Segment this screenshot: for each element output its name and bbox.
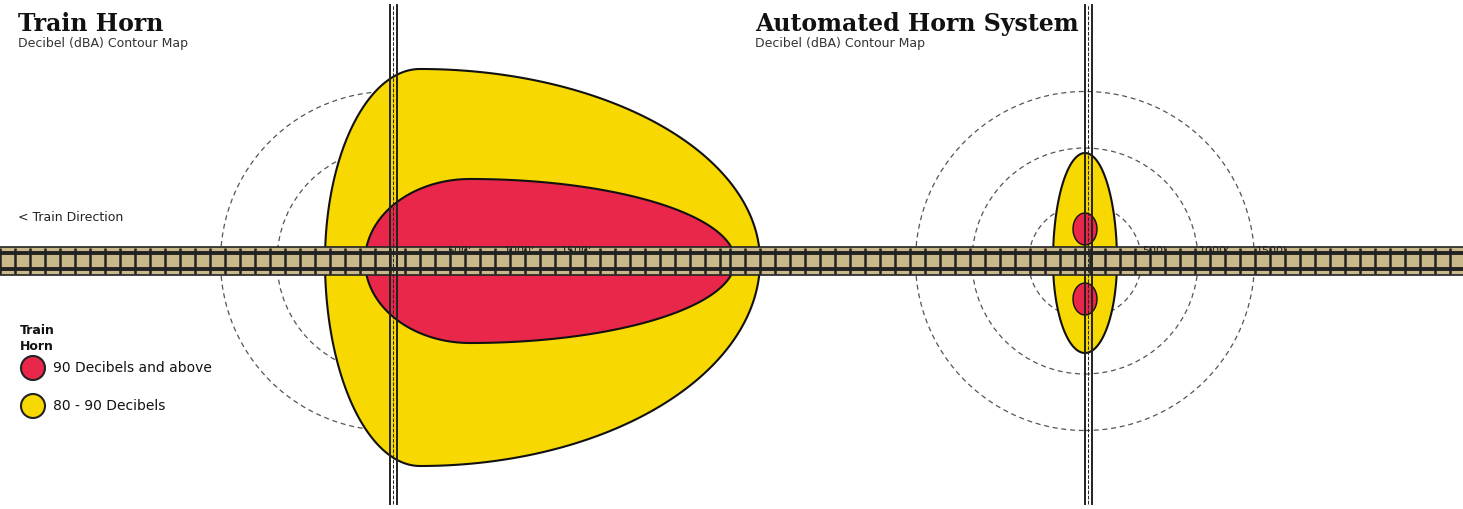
Bar: [730, 247, 1463, 275]
Text: Train
Horn: Train Horn: [20, 324, 56, 353]
Polygon shape: [325, 69, 759, 466]
Text: 1500': 1500': [560, 246, 591, 256]
Text: 500': 500': [1143, 246, 1166, 256]
Polygon shape: [364, 179, 734, 343]
Text: < Train Direction: < Train Direction: [18, 211, 123, 223]
Text: 1000': 1000': [503, 246, 535, 256]
Text: 80 - 90 Decibels: 80 - 90 Decibels: [53, 399, 165, 413]
Polygon shape: [1072, 283, 1097, 315]
Text: Train Horn: Train Horn: [18, 12, 164, 36]
Text: Decibel (dBA) Contour Map: Decibel (dBA) Contour Map: [18, 37, 189, 50]
Text: 1500': 1500': [1255, 246, 1286, 256]
Circle shape: [20, 356, 45, 380]
Text: 1000': 1000': [1200, 246, 1230, 256]
Bar: [0, 247, 732, 275]
Text: Automated Horn System: Automated Horn System: [755, 12, 1078, 36]
Text: 90 Decibels and above: 90 Decibels and above: [53, 361, 212, 375]
Circle shape: [20, 394, 45, 418]
Polygon shape: [1072, 213, 1097, 245]
Text: Decibel (dBA) Contour Map: Decibel (dBA) Contour Map: [755, 37, 925, 50]
Polygon shape: [1053, 153, 1116, 353]
Text: 500': 500': [448, 246, 471, 256]
